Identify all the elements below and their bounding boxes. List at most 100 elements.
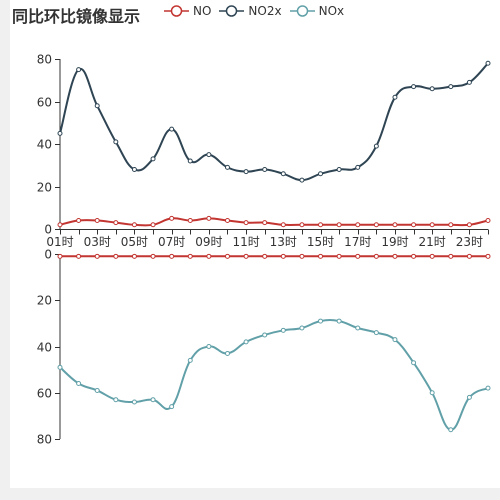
data-point-no2x-top [411, 84, 417, 90]
data-point-no-top [411, 222, 417, 228]
data-point-nox-bottom [373, 330, 379, 336]
data-point-no2x-top [355, 164, 361, 170]
series-line-nox-bottom [59, 319, 489, 431]
x-tick-label: 19时 [381, 235, 408, 249]
data-point-no-top [373, 222, 379, 228]
data-point-no-top [485, 218, 491, 223]
data-point-no-top [224, 218, 230, 223]
data-point-no2x-top [485, 60, 491, 66]
y-tick-label-top: 60 [37, 96, 52, 110]
data-point-no2x-top [373, 143, 379, 149]
data-point-no-top [318, 222, 324, 228]
data-point-no-bottom [187, 253, 193, 259]
data-point-no-bottom [466, 253, 472, 259]
data-point-nox-bottom [76, 381, 82, 386]
legend-no-label: NO [193, 4, 212, 18]
data-point-no-bottom [448, 253, 454, 259]
data-point-nox-bottom [113, 397, 119, 403]
data-point-no-top [206, 215, 212, 221]
data-point-nox-bottom [262, 332, 268, 338]
legend-no2x-label: NO2x [248, 4, 282, 18]
data-point-nox-bottom [187, 357, 193, 363]
data-point-no2x-top [243, 169, 249, 175]
legend-no2x-icon [219, 5, 245, 17]
legend-no-icon [164, 5, 189, 17]
legend-item-nox[interactable]: NOx [289, 4, 345, 18]
data-point-nox-bottom [57, 364, 63, 370]
data-point-no2x-top [150, 156, 156, 162]
data-point-no-top [57, 222, 63, 228]
legend-item-no2x[interactable]: NO2x [219, 4, 282, 18]
data-point-no-bottom [113, 253, 119, 259]
data-point-no-top [355, 222, 361, 228]
y-tick-label-bottom: 0 [44, 248, 52, 262]
data-point-no2x-top [94, 103, 100, 109]
series-line-no-top [59, 217, 489, 227]
series-line-no2x-top [59, 62, 489, 182]
data-point-nox-bottom [355, 325, 361, 331]
data-point-no2x-top [76, 67, 82, 73]
data-point-no-bottom [299, 253, 305, 259]
data-point-nox-bottom [448, 427, 454, 433]
data-point-no-top [280, 222, 286, 228]
y-tick-label-top: 20 [37, 181, 52, 195]
data-point-no-top [243, 220, 249, 226]
data-point-no2x-top [224, 164, 230, 170]
side-strip [0, 0, 10, 500]
data-point-nox-bottom [336, 318, 342, 324]
data-point-no-top [299, 222, 305, 228]
data-point-no-top [262, 220, 268, 226]
data-point-no-bottom [411, 253, 417, 259]
x-tick-label: 17时 [344, 235, 371, 249]
data-point-no-top [169, 215, 175, 221]
data-point-no-bottom [57, 253, 63, 259]
data-point-no2x-top [429, 86, 435, 92]
data-point-no-top [76, 218, 82, 223]
data-point-no-top [336, 222, 342, 228]
y-tick-label-top: 80 [37, 53, 52, 67]
bottom-strip [0, 488, 500, 500]
data-point-no2x-top [336, 167, 342, 172]
data-point-no2x-top [57, 130, 63, 136]
data-point-nox-bottom [206, 344, 212, 349]
data-point-no-bottom [485, 253, 491, 259]
x-tick-label: 03时 [84, 235, 111, 249]
data-point-no-bottom [131, 253, 137, 259]
data-point-nox-bottom [224, 350, 230, 356]
data-point-nox-bottom [318, 318, 324, 324]
x-tick-label: 09时 [195, 235, 222, 249]
data-point-no-bottom [392, 253, 398, 259]
data-point-no-bottom [169, 253, 175, 259]
data-point-no-bottom [262, 253, 268, 259]
data-point-no2x-top [299, 177, 305, 183]
legend-nox-icon [289, 5, 315, 17]
data-point-no-top [448, 222, 454, 228]
data-point-no2x-top [318, 171, 324, 177]
data-point-no2x-top [206, 152, 212, 158]
legend-item-no[interactable]: NO [164, 4, 211, 18]
data-point-no-top [466, 222, 472, 228]
data-point-no-bottom [336, 253, 342, 259]
y-tick-label-bottom: 60 [37, 387, 52, 401]
data-point-nox-bottom [392, 337, 398, 343]
legend-nox-label: NOx [318, 4, 345, 18]
data-point-no-bottom [243, 253, 249, 259]
y-tick-label-bottom: 20 [37, 294, 52, 308]
data-point-no-top [429, 222, 435, 228]
data-point-nox-bottom [429, 390, 435, 396]
y-tick-label-top: 0 [44, 223, 52, 237]
x-tick-label: 13时 [270, 235, 297, 249]
data-point-no2x-top [113, 139, 119, 145]
x-tick-label: 05时 [121, 235, 148, 249]
data-point-no-bottom [94, 253, 100, 259]
data-point-no2x-top [131, 167, 137, 172]
data-point-no-top [94, 218, 100, 223]
x-tick-label: 15时 [307, 235, 334, 249]
data-point-nox-bottom [94, 387, 100, 393]
data-point-no2x-top [169, 126, 175, 132]
data-point-no-bottom [355, 253, 361, 259]
data-point-no2x-top [448, 84, 454, 90]
data-point-nox-bottom [485, 385, 491, 391]
data-point-no-top [131, 222, 137, 228]
